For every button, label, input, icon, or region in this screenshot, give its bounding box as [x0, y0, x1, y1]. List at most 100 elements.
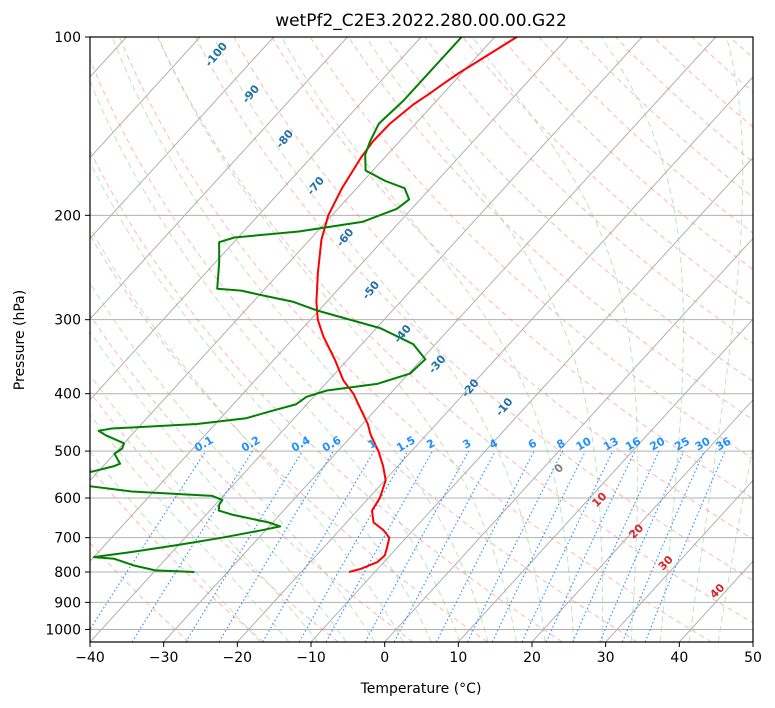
moist-adiabat-label: 30: [656, 553, 676, 573]
isotherm-line: [752, 641, 753, 642]
isotherm-line: [310, 156, 753, 642]
moist-adiabat-line: [90, 330, 347, 642]
mixing-ratio-line: [644, 450, 726, 642]
x-tick-label: 10: [449, 650, 467, 666]
dry-adiabat-label: -20: [459, 376, 482, 400]
dewpoint-profile-line: [90, 37, 463, 573]
mixing-ratio-line: [325, 450, 433, 642]
moist-adiabat-line: [90, 282, 376, 642]
moist-adiabat-line: [111, 37, 489, 642]
plot-frame: [89, 36, 754, 643]
dry-adiabat-label: -90: [239, 82, 262, 106]
dry-adiabat-line: [233, 37, 753, 540]
mixing-ratio-line: [90, 450, 207, 631]
dry-adiabat-line: [90, 58, 638, 642]
moist-adiabat-label: 0: [552, 461, 567, 476]
y-tick-label: 400: [54, 387, 81, 403]
y-axis: 100 200 300 400 500 600 700 800 900 1000: [45, 30, 90, 638]
profile-lines: [90, 37, 518, 573]
dry-adiabat-line: [462, 37, 753, 307]
moist-adiabat-line: [90, 374, 319, 642]
dry-adiabat-label: -70: [304, 174, 327, 198]
moist-adiabat-line: [90, 161, 432, 642]
moist-adiabat-line: [90, 226, 404, 642]
x-tick-label: −30: [149, 650, 179, 666]
y-tick-label: 900: [54, 595, 81, 611]
x-tick-label: 0: [380, 650, 389, 666]
dry-adiabat-line: [538, 37, 753, 234]
x-tick-label: −10: [296, 650, 326, 666]
y-tick-label: 100: [54, 30, 81, 46]
mixing-ratio-line: [435, 450, 535, 642]
isotherm-line: [90, 37, 275, 240]
y-tick-label: 200: [54, 208, 81, 224]
chart-title: wetPf2_C2E3.2022.280.00.00.G22: [275, 11, 567, 31]
y-tick-label: 500: [54, 444, 81, 460]
isotherm-line: [90, 37, 496, 482]
dry-adiabat-line: [271, 37, 753, 500]
isotherm-line: [90, 37, 569, 563]
dry-adiabat-line: [90, 313, 414, 642]
moist-adiabat-line: [280, 37, 575, 642]
y-tick-label: 1000: [45, 622, 81, 638]
isotherm-line: [384, 237, 753, 642]
moist-adiabat-line: [600, 37, 684, 642]
mixing-ratio-label: 3: [460, 437, 473, 452]
dry-adiabat-line: [615, 37, 753, 163]
dry-adiabat-line: [90, 149, 563, 642]
moist-adiabat-line: [157, 37, 517, 642]
mixing-ratio-line: [393, 450, 496, 642]
isotherm-line: [605, 479, 753, 642]
dry-adiabat-line: [768, 37, 775, 642]
isotherm-line: [531, 399, 753, 642]
y-tick-label: 700: [54, 531, 81, 547]
x-tick-label: 50: [744, 650, 762, 666]
y-tick-label: 300: [54, 313, 81, 329]
x-tick-label: −40: [75, 650, 105, 666]
mixing-ratio-line: [621, 450, 705, 642]
isotherm-line: [236, 76, 753, 642]
dry-adiabat-line: [386, 37, 753, 382]
isotherm-line: [163, 37, 717, 642]
x-tick-label: 30: [597, 650, 615, 666]
temperature-profile-line: [315, 37, 518, 573]
dry-adiabat-line: [195, 37, 753, 582]
dry-adiabat-label: -50: [360, 278, 383, 302]
mixing-ratio-line: [545, 450, 636, 642]
moist-adiabat-label: 40: [707, 581, 727, 601]
dry-adiabat-line: [90, 467, 264, 642]
mixing-ratio-label: 4: [487, 436, 500, 451]
moist-adiabat-line: [688, 37, 744, 642]
moist-adiabat-line: [717, 443, 753, 642]
x-axis-label: Temperature (°C): [360, 681, 482, 697]
dry-adiabat-line: [118, 37, 712, 642]
x-tick-label: 20: [523, 650, 541, 666]
isotherm-line: [90, 37, 643, 642]
dry-adiabat-line: [576, 37, 753, 198]
mixing-ratio-line: [218, 450, 334, 642]
y-axis-label: Pressure (hPa): [12, 290, 28, 390]
moist-adiabat-line: [365, 37, 603, 642]
x-tick-label: 40: [670, 650, 688, 666]
moist-adiabat-line: [471, 37, 639, 642]
isotherm-line: [90, 37, 201, 159]
moist-adiabat-line: [90, 79, 461, 642]
mixing-ratio-line: [467, 450, 564, 642]
background-grid: [90, 37, 775, 642]
mixing-ratio-line: [185, 450, 304, 642]
mixing-ratio-line: [364, 450, 470, 642]
y-tick-label: 600: [54, 491, 81, 507]
dry-adiabat-line: [157, 37, 753, 624]
mixing-ratio-line: [262, 450, 375, 642]
mixing-ratio-line: [572, 450, 660, 642]
dry-adiabat-line: [90, 542, 190, 642]
moist-adiabat-label: 20: [626, 521, 646, 541]
dry-adiabat-line: [424, 37, 753, 344]
isotherm-line: [678, 560, 753, 642]
x-tick-label: −20: [223, 650, 253, 666]
mixing-ratio-line: [491, 450, 586, 642]
dry-adiabat-line: [90, 391, 339, 642]
mixing-ratio-line: [599, 450, 685, 642]
dry-adiabat-label: -100: [202, 40, 230, 70]
isotherm-line: [90, 37, 422, 401]
